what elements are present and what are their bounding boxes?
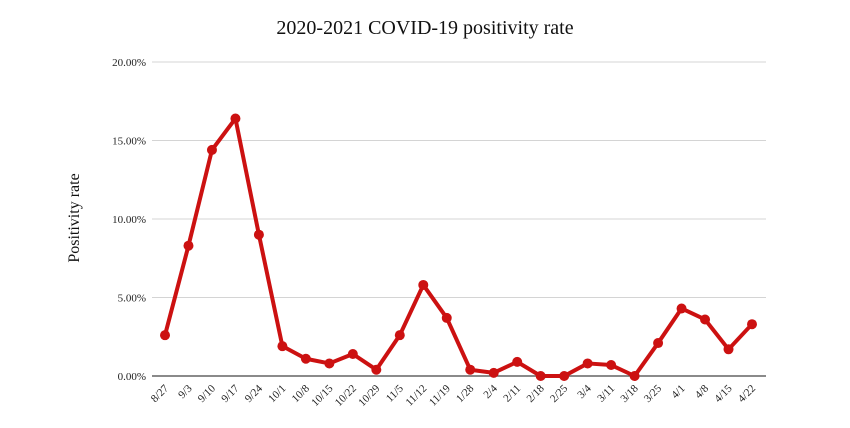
data-point xyxy=(206,144,217,155)
y-tick-label: 20.00% xyxy=(112,57,146,69)
x-tick-label: 9/17 xyxy=(219,382,242,405)
y-tick-label: 0.00% xyxy=(118,371,146,383)
data-point xyxy=(371,364,382,375)
x-tick-label: 3/4 xyxy=(575,382,594,401)
data-point xyxy=(418,279,429,290)
data-point xyxy=(747,319,757,330)
x-tick-label: 10/29 xyxy=(356,382,383,409)
gridlines xyxy=(152,61,766,298)
x-tick-label: 4/1 xyxy=(669,383,687,401)
x-tick-label: 3/18 xyxy=(618,382,641,405)
x-tick-label: 1/28 xyxy=(454,382,477,405)
x-tick-label: 2/11 xyxy=(501,383,523,405)
x-tick-label: 4/22 xyxy=(736,383,758,405)
x-tick-label: 2/4 xyxy=(481,382,500,401)
x-tick-label: 4/8 xyxy=(693,382,712,401)
series-line xyxy=(163,116,754,378)
x-tick-label: 8/27 xyxy=(149,382,172,405)
data-point xyxy=(700,314,711,325)
x-tick-label: 2/25 xyxy=(548,382,571,405)
x-tick-label: 2/18 xyxy=(524,382,547,405)
data-point xyxy=(160,330,170,341)
x-tick-label: 11/5 xyxy=(384,382,406,404)
y-tick-label: 5.00% xyxy=(118,293,146,305)
data-point xyxy=(300,353,311,364)
series-positivity-rate xyxy=(160,113,757,381)
chart-title: 2020-2021 COVID-19 positivity rate xyxy=(276,17,573,39)
data-point xyxy=(629,371,640,381)
data-point xyxy=(441,312,452,323)
data-point xyxy=(676,303,687,314)
x-tick-label: 10/22 xyxy=(333,383,359,409)
data-point xyxy=(230,113,241,124)
x-tick-label: 10/15 xyxy=(309,382,336,409)
x-tick-label: 3/11 xyxy=(595,383,617,405)
data-point xyxy=(582,358,593,369)
x-tick-label: 10/1 xyxy=(266,383,288,405)
x-tick-label: 9/10 xyxy=(196,382,219,405)
data-point xyxy=(488,367,499,378)
data-point xyxy=(535,371,546,381)
x-tick-label: 4/15 xyxy=(712,382,735,405)
x-tick-label: 10/8 xyxy=(290,382,313,405)
data-point xyxy=(277,341,288,352)
x-tick-label: 9/24 xyxy=(243,382,266,405)
x-axis-ticks: 8/27 9/3 9/10 9/17 9/24 10/1 10/810/1510/2210/… xyxy=(149,382,758,409)
data-point xyxy=(465,364,476,375)
y-tick-label: 10.00% xyxy=(112,214,146,226)
data-point xyxy=(653,338,664,349)
x-tick-label: 11/12 xyxy=(403,383,429,409)
data-point xyxy=(183,240,194,251)
data-point xyxy=(723,344,734,355)
x-tick-label: 9/3 xyxy=(176,382,195,401)
y-axis-label: Positivity rate xyxy=(66,173,83,262)
data-point xyxy=(606,360,617,371)
data-point xyxy=(559,371,570,381)
data-point xyxy=(512,356,523,367)
data-point xyxy=(253,229,264,240)
data-point xyxy=(394,330,405,341)
data-point xyxy=(324,358,335,369)
y-axis-ticks: 0.00% 5.00% 10.00% 15.00% 20.00% xyxy=(112,57,146,383)
x-tick-label: 3/25 xyxy=(642,382,665,405)
data-point xyxy=(347,349,358,360)
x-tick-label: 11/19 xyxy=(427,382,453,408)
y-tick-label: 15.00% xyxy=(112,136,146,148)
